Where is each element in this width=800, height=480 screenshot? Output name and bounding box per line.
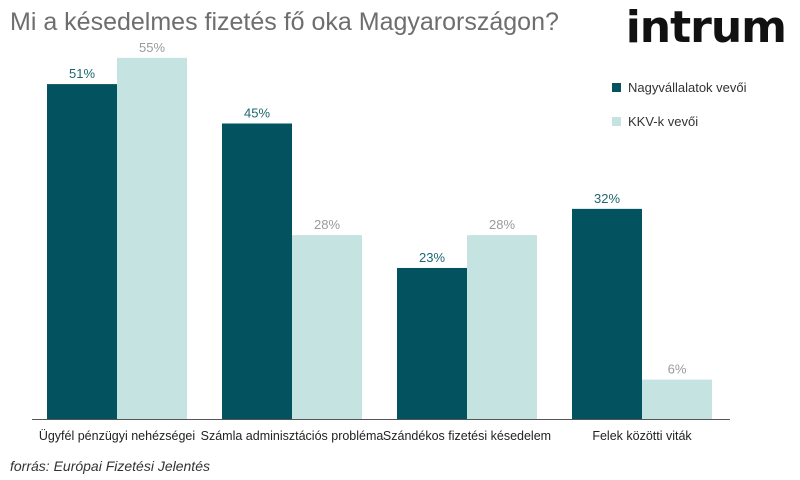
chart-title: Mi a késedelmes fizetés fő oka Magyarors… bbox=[10, 8, 559, 36]
data-label: 55% bbox=[139, 40, 165, 55]
data-label: 23% bbox=[419, 250, 445, 265]
source-note: forrás: Európai Fizetési Jelentés bbox=[10, 458, 210, 474]
data-label: 51% bbox=[69, 66, 95, 81]
legend-swatch bbox=[612, 83, 621, 92]
bar-1-3 bbox=[397, 267, 467, 419]
data-label: 28% bbox=[489, 217, 515, 232]
data-label: 45% bbox=[244, 106, 270, 121]
category-label: Szándékos fizetési késedelem bbox=[383, 429, 551, 443]
legend-label: KKV-k vevői bbox=[628, 114, 698, 129]
bar-2-4 bbox=[642, 379, 712, 419]
bar-1-1 bbox=[47, 84, 117, 419]
bar-2-1 bbox=[117, 57, 187, 419]
bar-1-4 bbox=[572, 208, 642, 419]
bar-2-2 bbox=[292, 235, 362, 419]
intrum-logo: intrum bbox=[625, 2, 787, 53]
data-label: 32% bbox=[594, 191, 620, 206]
data-label: 28% bbox=[314, 217, 340, 232]
bar-2-3 bbox=[467, 235, 537, 419]
legend-label: Nagyvállalatok vevői bbox=[628, 80, 747, 95]
data-label: 6% bbox=[668, 362, 687, 377]
category-label: Felek közötti viták bbox=[592, 429, 692, 443]
bar-1-2 bbox=[222, 123, 292, 419]
legend-swatch bbox=[612, 117, 621, 126]
category-label: Számla adminisztációs probléma bbox=[201, 429, 384, 443]
category-label: Ügyfél pénzügyi nehézségei bbox=[39, 429, 195, 443]
